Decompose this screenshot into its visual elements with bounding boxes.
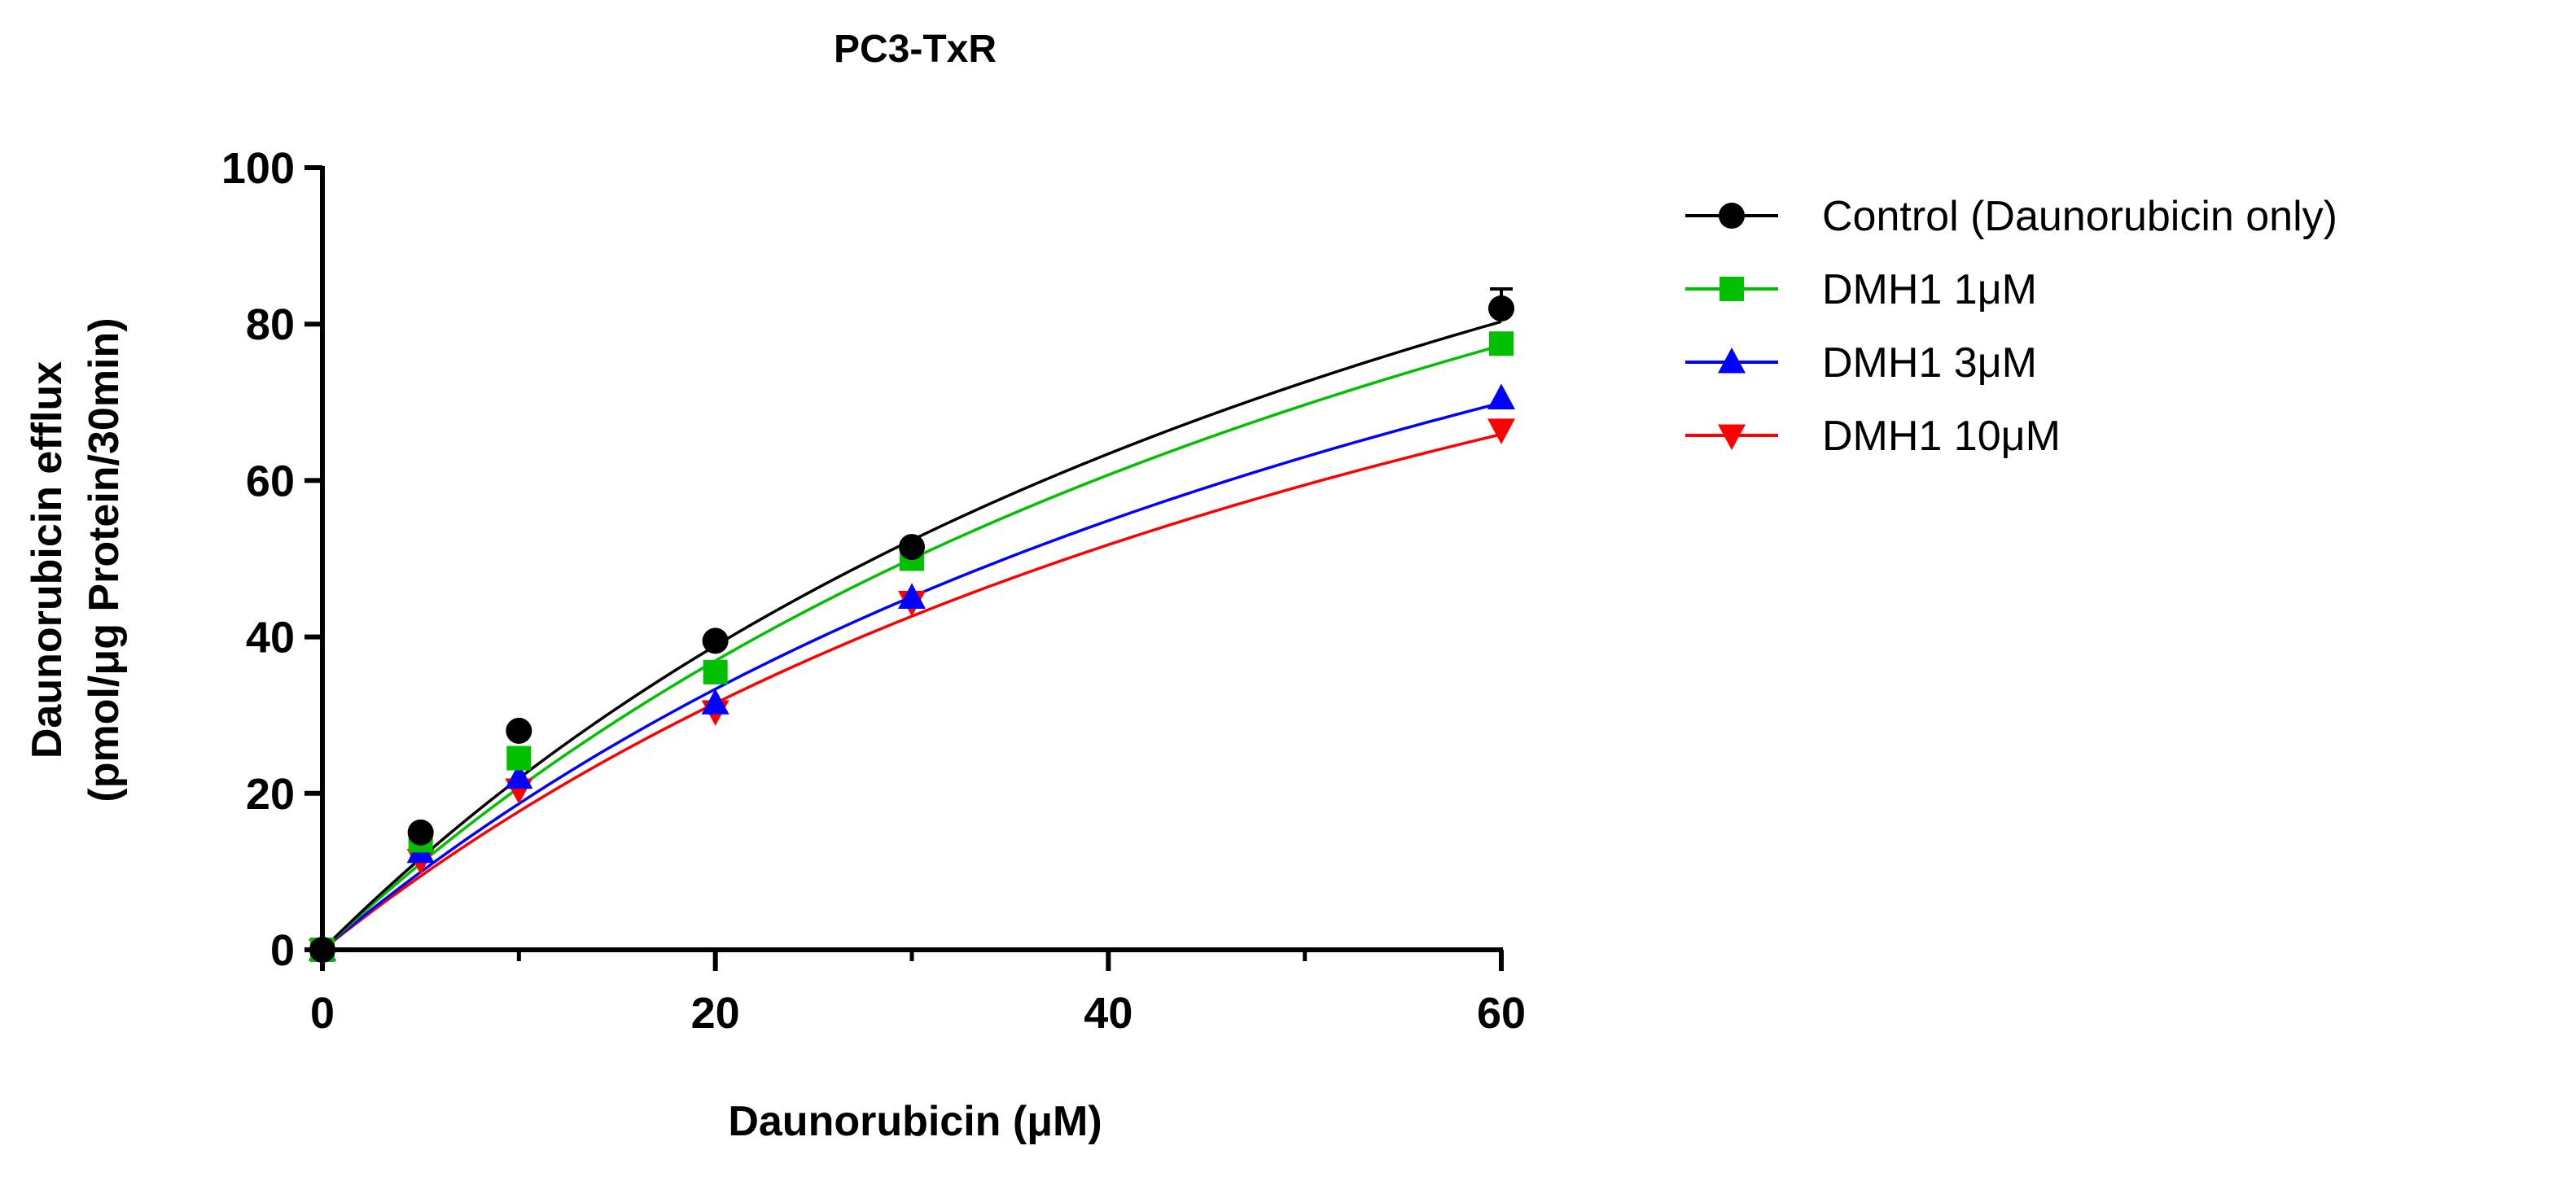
y-axis-label: Daunorubicin efflux (pmol/μg Protein/30m… <box>24 317 128 802</box>
y-axis-label-line1: Daunorubicin efflux <box>24 361 71 759</box>
legend-label: DMH1 1μM <box>1822 266 2037 313</box>
x-tick-label: 20 <box>691 989 740 1038</box>
legend-marker <box>1719 203 1745 229</box>
data-point <box>703 659 728 684</box>
data-point <box>702 627 729 654</box>
x-axis-label: Daunorubicin (μM) <box>728 1098 1102 1145</box>
fit-curve-series-0 <box>321 320 1502 951</box>
data-point <box>1487 418 1515 444</box>
fit-curve-series-1 <box>321 343 1502 951</box>
legend-label: DMH1 10μM <box>1822 413 2061 460</box>
y-tick-label: 100 <box>221 144 295 193</box>
y-tick-label: 20 <box>246 770 295 819</box>
y-axis-label-line2: (pmol/μg Protein/30min) <box>81 317 128 802</box>
data-point <box>1488 295 1514 321</box>
axes: 0 20 40 60 80 100 0 20 40 60 <box>221 144 1526 1038</box>
data-point <box>505 763 533 789</box>
data-points <box>309 286 1515 964</box>
y-tick-label: 60 <box>246 457 295 505</box>
x-tick-label: 0 <box>310 989 335 1038</box>
fit-curve-series-3 <box>321 432 1502 951</box>
data-point <box>506 746 532 771</box>
legend-marker <box>1718 348 1746 374</box>
y-tick-label: 40 <box>246 614 295 662</box>
legend-marker <box>1720 277 1744 301</box>
y-tick-label: 0 <box>270 926 295 975</box>
legend-label: Control (Daunorubicin only) <box>1822 193 2337 240</box>
data-point <box>407 819 434 846</box>
x-tick-label: 60 <box>1477 989 1526 1038</box>
data-point <box>309 937 335 963</box>
chart-title: PC3-TxR <box>834 28 997 71</box>
legend: Control (Daunorubicin only) DMH1 1μM DMH1 … <box>1685 193 2337 460</box>
data-point <box>899 534 925 561</box>
y-tick-label: 80 <box>246 300 295 349</box>
legend-label: DMH1 3μM <box>1822 339 2037 387</box>
data-point <box>701 689 729 715</box>
legend-marker <box>1718 424 1746 450</box>
data-point <box>1487 383 1515 409</box>
fit-curve-series-2 <box>321 401 1502 951</box>
x-tick-label: 40 <box>1084 989 1132 1038</box>
data-point <box>898 583 926 610</box>
data-point <box>506 717 532 744</box>
fit-curves <box>321 320 1502 951</box>
data-point <box>1489 331 1514 356</box>
